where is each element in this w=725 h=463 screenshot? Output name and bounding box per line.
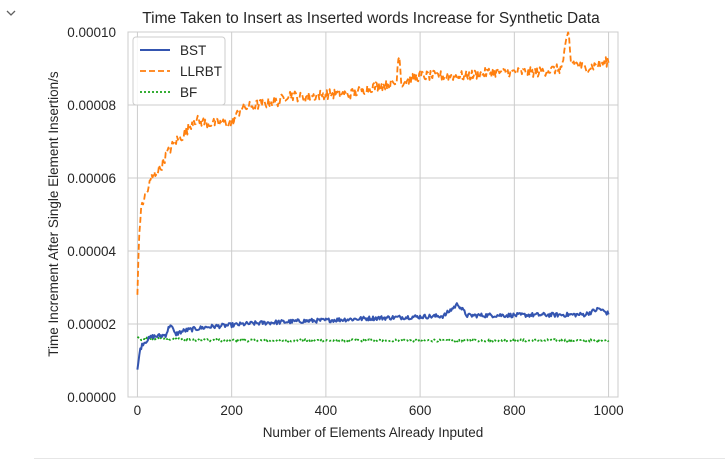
tick-labels: 0 200 400 600 800 1000 0.00000 0.00002 0.00004 0.… <box>67 25 623 418</box>
x-tick-label: 600 <box>409 403 432 418</box>
y-tick-label: 0.00010 <box>67 25 116 40</box>
x-tick-label: 1000 <box>594 403 624 418</box>
x-tick-label: 800 <box>503 403 526 418</box>
y-tick-label: 0.00008 <box>67 98 116 113</box>
x-tick-label: 200 <box>220 403 243 418</box>
series-lines <box>136 31 610 370</box>
chart-title: Time Taken to Insert as Inserted words I… <box>142 10 600 27</box>
legend-label-llrbt: LLRBT <box>180 64 222 79</box>
legend-box <box>132 36 226 106</box>
y-tick-label: 0.00006 <box>67 171 116 186</box>
y-tick-label: 0.00004 <box>67 244 116 259</box>
series-line-llrbt <box>136 31 610 295</box>
chevron-down-icon[interactable] <box>4 6 18 20</box>
cell-divider <box>34 458 725 459</box>
legend-label-bf: BF <box>180 85 197 100</box>
x-tick-label: 400 <box>315 403 338 418</box>
y-tick-label: 0.00002 <box>67 317 116 332</box>
series-line-bst <box>136 302 610 370</box>
plot-frame <box>127 31 619 398</box>
legend-label-bst: BST <box>180 43 206 58</box>
legend: BST LLRBT BF <box>132 36 226 106</box>
y-tick-label: 0.00000 <box>67 390 116 405</box>
y-axis-label: Time Increment After Single Element Inse… <box>46 71 61 357</box>
x-tick-label: 0 <box>134 403 142 418</box>
x-axis-label: Number of Elements Already Inputed <box>263 425 484 440</box>
